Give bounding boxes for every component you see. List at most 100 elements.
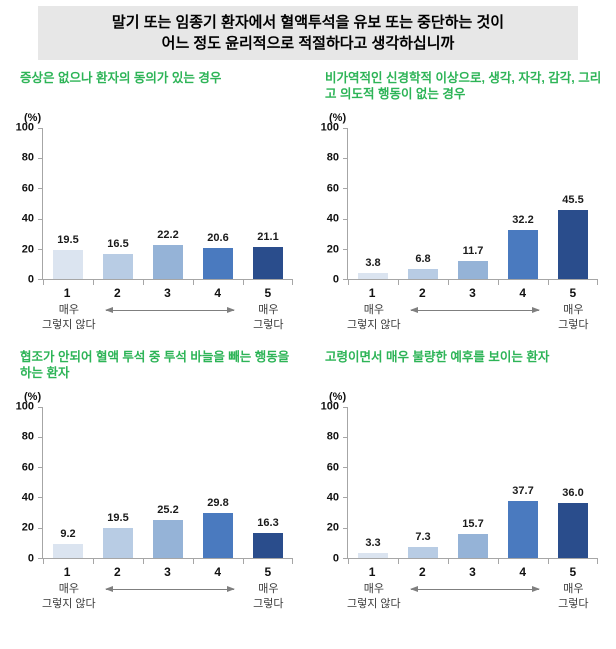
y-axis-unit-label: (%) — [329, 112, 347, 124]
y-tick-mark — [343, 128, 348, 129]
x-tick-mark — [548, 558, 549, 564]
bar-slot: 37.7 — [498, 407, 548, 558]
x-category-label: 3 — [164, 286, 171, 300]
bar-value-label: 19.5 — [57, 233, 79, 246]
x-tick-mark — [448, 280, 449, 285]
y-tick-label: 80 — [21, 430, 34, 443]
bar — [103, 528, 133, 558]
x-category-label: 4 — [214, 286, 222, 300]
bar — [253, 247, 283, 279]
anchor-line: 매우 — [563, 582, 584, 595]
y-tick-label: 40 — [326, 491, 339, 504]
y-tick-label: 100 — [320, 400, 339, 413]
bar-value-label: 7.3 — [415, 530, 431, 543]
x-category-label: 2 — [418, 564, 426, 579]
y-tick-mark — [38, 188, 43, 190]
bar-value-label: 16.3 — [257, 517, 279, 530]
bar-slot: 6.8 — [398, 128, 448, 279]
bar-slot: 25.2 — [143, 407, 193, 558]
bar-value-label: 21.1 — [257, 231, 279, 244]
y-tick-label: 40 — [21, 491, 34, 504]
bar — [508, 230, 538, 279]
x-category-label: 1 — [368, 564, 376, 579]
x-axis-anchors: 매우 그렇지 않다 매우 그렇다 — [347, 582, 598, 612]
y-tick-label: 20 — [326, 243, 339, 256]
x-category-label: 1 — [63, 286, 71, 300]
anchor-line: 그렇지 않다 — [42, 597, 96, 610]
x-category-label: 3 — [469, 564, 476, 579]
x-axis-anchor-right: 매우 그렇다 — [549, 303, 598, 333]
bar — [153, 245, 183, 279]
anchor-line: 매우 — [258, 582, 279, 595]
bar-slot: 20.6 — [193, 128, 243, 279]
anchor-line: 그렇지 않다 — [347, 318, 401, 331]
y-tick-label: 80 — [21, 151, 34, 164]
y-tick-mark — [343, 188, 348, 190]
x-category-label: 1 — [368, 286, 376, 300]
anchor-line: 그렇지 않다 — [42, 318, 96, 331]
bar-slot: 22.2 — [143, 128, 193, 279]
anchor-line: 매우 — [363, 304, 384, 316]
x-axis-anchor-left: 매우 그렇지 않다 — [42, 582, 96, 612]
x-category-label: 4 — [519, 564, 527, 579]
x-axis-anchor-right: 매우 그렇다 — [244, 303, 293, 333]
plot-area: 3.3 7.3 15.7 37.7 36.0 — [343, 406, 598, 564]
y-axis: 0 20 40 60 80 100 — [313, 122, 347, 285]
bar — [408, 546, 438, 558]
plot-row: 0 20 40 60 80 100 9.2 19.5 25.2 29.8 16.3 — [8, 401, 303, 564]
x-tick-mark — [243, 280, 244, 285]
y-tick-mark — [343, 158, 348, 160]
bar — [458, 261, 488, 279]
x-tick-mark — [498, 280, 499, 285]
y-tick-label: 0 — [27, 273, 34, 286]
x-category-label: 2 — [418, 286, 426, 300]
y-tick-mark — [343, 527, 348, 529]
x-tick-mark — [498, 558, 499, 564]
chart-panel: 고령이면서 매우 불량한 예후를 보이는 환자 (%) 0 20 40 60 80 100… — [313, 347, 608, 612]
bar — [508, 500, 538, 558]
y-tick-label: 20 — [21, 521, 34, 534]
scale-direction-arrow-wrap — [401, 303, 549, 313]
scale-direction-arrow-wrap — [96, 303, 244, 313]
x-category-label: 4 — [519, 286, 527, 300]
bar-value-label: 11.7 — [462, 245, 484, 258]
y-tick-mark — [38, 218, 43, 220]
y-tick-mark — [38, 128, 43, 129]
x-tick-mark — [43, 558, 44, 564]
bar-value-label: 22.2 — [157, 229, 179, 242]
bar — [153, 519, 183, 558]
y-axis-unit-label: (%) — [24, 112, 42, 124]
y-tick-label: 20 — [21, 243, 34, 256]
anchor-line: 매우 — [258, 304, 279, 316]
anchor-line: 매우 — [58, 304, 79, 316]
bar-slot: 9.2 — [43, 407, 93, 558]
y-tick-label: 60 — [326, 182, 339, 195]
y-tick-mark — [343, 557, 348, 559]
page-title-line2: 어느 정도 윤리적으로 적절하다고 생각하십니까 — [161, 35, 455, 52]
y-tick-label: 0 — [332, 273, 339, 286]
x-category-label: 5 — [569, 564, 577, 579]
double-arrow-icon — [104, 307, 235, 313]
y-tick-mark — [38, 557, 43, 559]
x-axis-labels: 1 2 3 4 5 — [42, 287, 293, 299]
y-tick-mark — [38, 527, 43, 529]
chart-subtitle: 비가역적인 신경학적 이상으로, 생각, 자각, 감각, 그리고 의도적 행동이… — [325, 71, 602, 102]
bar-slot: 3.8 — [348, 128, 398, 279]
y-tick-label: 40 — [326, 212, 339, 225]
y-tick-label: 100 — [15, 121, 34, 134]
scale-direction-arrow-wrap — [401, 582, 549, 592]
bar-value-label: 25.2 — [157, 503, 179, 516]
x-axis-labels: 1 2 3 4 5 — [347, 566, 598, 578]
y-tick-mark — [343, 279, 348, 280]
y-axis-unit-label: (%) — [329, 390, 347, 403]
bar-value-label: 29.8 — [207, 496, 229, 509]
x-axis-anchors: 매우 그렇지 않다 매우 그렇다 — [42, 582, 293, 612]
plot-area: 9.2 19.5 25.2 29.8 16.3 — [38, 406, 293, 564]
x-tick-mark — [292, 280, 293, 285]
x-category-label: 5 — [264, 286, 272, 300]
x-tick-mark — [348, 558, 349, 564]
y-tick-label: 60 — [326, 461, 339, 473]
